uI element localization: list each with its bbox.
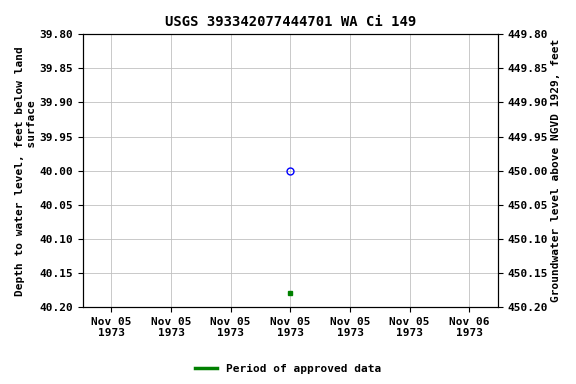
Y-axis label: Groundwater level above NGVD 1929, feet: Groundwater level above NGVD 1929, feet <box>551 39 561 302</box>
Y-axis label: Depth to water level, feet below land
              surface: Depth to water level, feet below land su… <box>15 46 37 296</box>
Title: USGS 393342077444701 WA Ci 149: USGS 393342077444701 WA Ci 149 <box>165 15 416 29</box>
Legend: Period of approved data: Period of approved data <box>191 359 385 379</box>
